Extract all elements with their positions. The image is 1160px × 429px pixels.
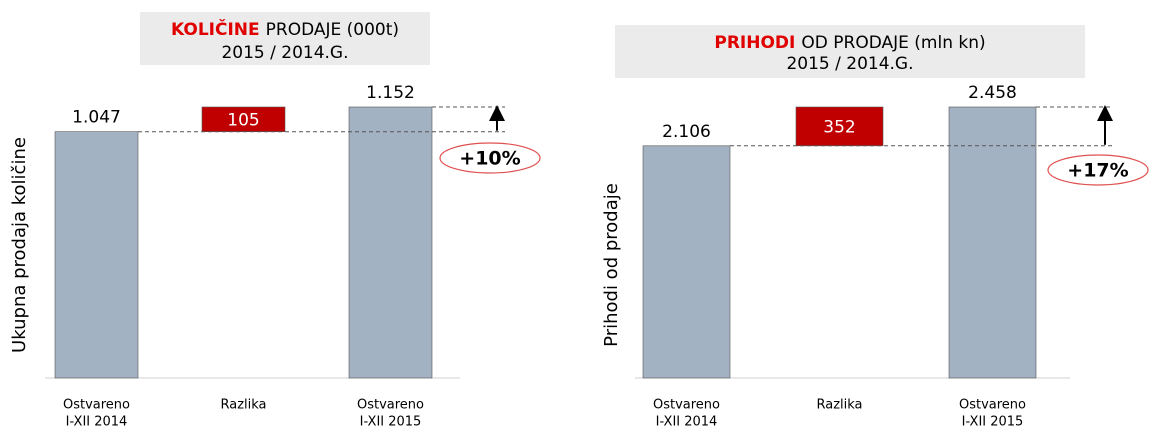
bar [795, 106, 884, 147]
chart-title: KOLIČINE PRODAJE (000t) [171, 18, 399, 40]
annotation: +17% [1067, 160, 1128, 182]
bar [348, 106, 433, 379]
x-tick-label: I-XII 2014 [66, 415, 128, 429]
chart-subtitle: 2015 / 2014.G. [786, 54, 913, 74]
x-tick-label: Razlika [816, 398, 862, 413]
bar [54, 131, 139, 379]
x-tick-label: Ostvareno [63, 398, 130, 413]
title-box [140, 12, 430, 65]
x-tick-label: I-XII 2014 [656, 415, 718, 429]
y-axis-label: Prihodi od prodaje [601, 183, 622, 347]
bar [642, 145, 731, 379]
title-rest: PRODAJE (000t) [266, 20, 399, 40]
annotation: +10% [459, 148, 520, 170]
title-highlight: KOLIČINE [171, 18, 260, 40]
title-highlight: PRIHODI [714, 33, 795, 53]
annotation-ellipse [1047, 154, 1149, 186]
x-tick-label: Ostvareno [653, 398, 720, 413]
x-tick-label: Ostvareno [357, 398, 424, 413]
value-label: 1.152 [366, 83, 415, 103]
x-tick-label: Razlika [220, 398, 266, 413]
x-tick-label: I-XII 2015 [360, 415, 422, 429]
title-box [615, 25, 1085, 78]
value-label: 2.458 [968, 83, 1017, 103]
bar [201, 106, 286, 133]
value-label: 352 [823, 117, 855, 137]
bar [948, 106, 1037, 379]
value-label: 2.106 [662, 122, 711, 142]
value-label: 1.047 [72, 108, 121, 128]
annotation-ellipse [439, 142, 541, 174]
value-label: 105 [227, 110, 259, 130]
y-axis-label: Ukupna prodaja količine [9, 137, 30, 353]
chart-title: PRIHODI OD PRODAJE (mln kn) [714, 33, 985, 53]
title-rest: OD PRODAJE (mln kn) [801, 33, 985, 53]
chart-subtitle: 2015 / 2014.G. [221, 43, 348, 63]
x-tick-label: I-XII 2015 [962, 415, 1024, 429]
x-tick-label: Ostvareno [959, 398, 1026, 413]
